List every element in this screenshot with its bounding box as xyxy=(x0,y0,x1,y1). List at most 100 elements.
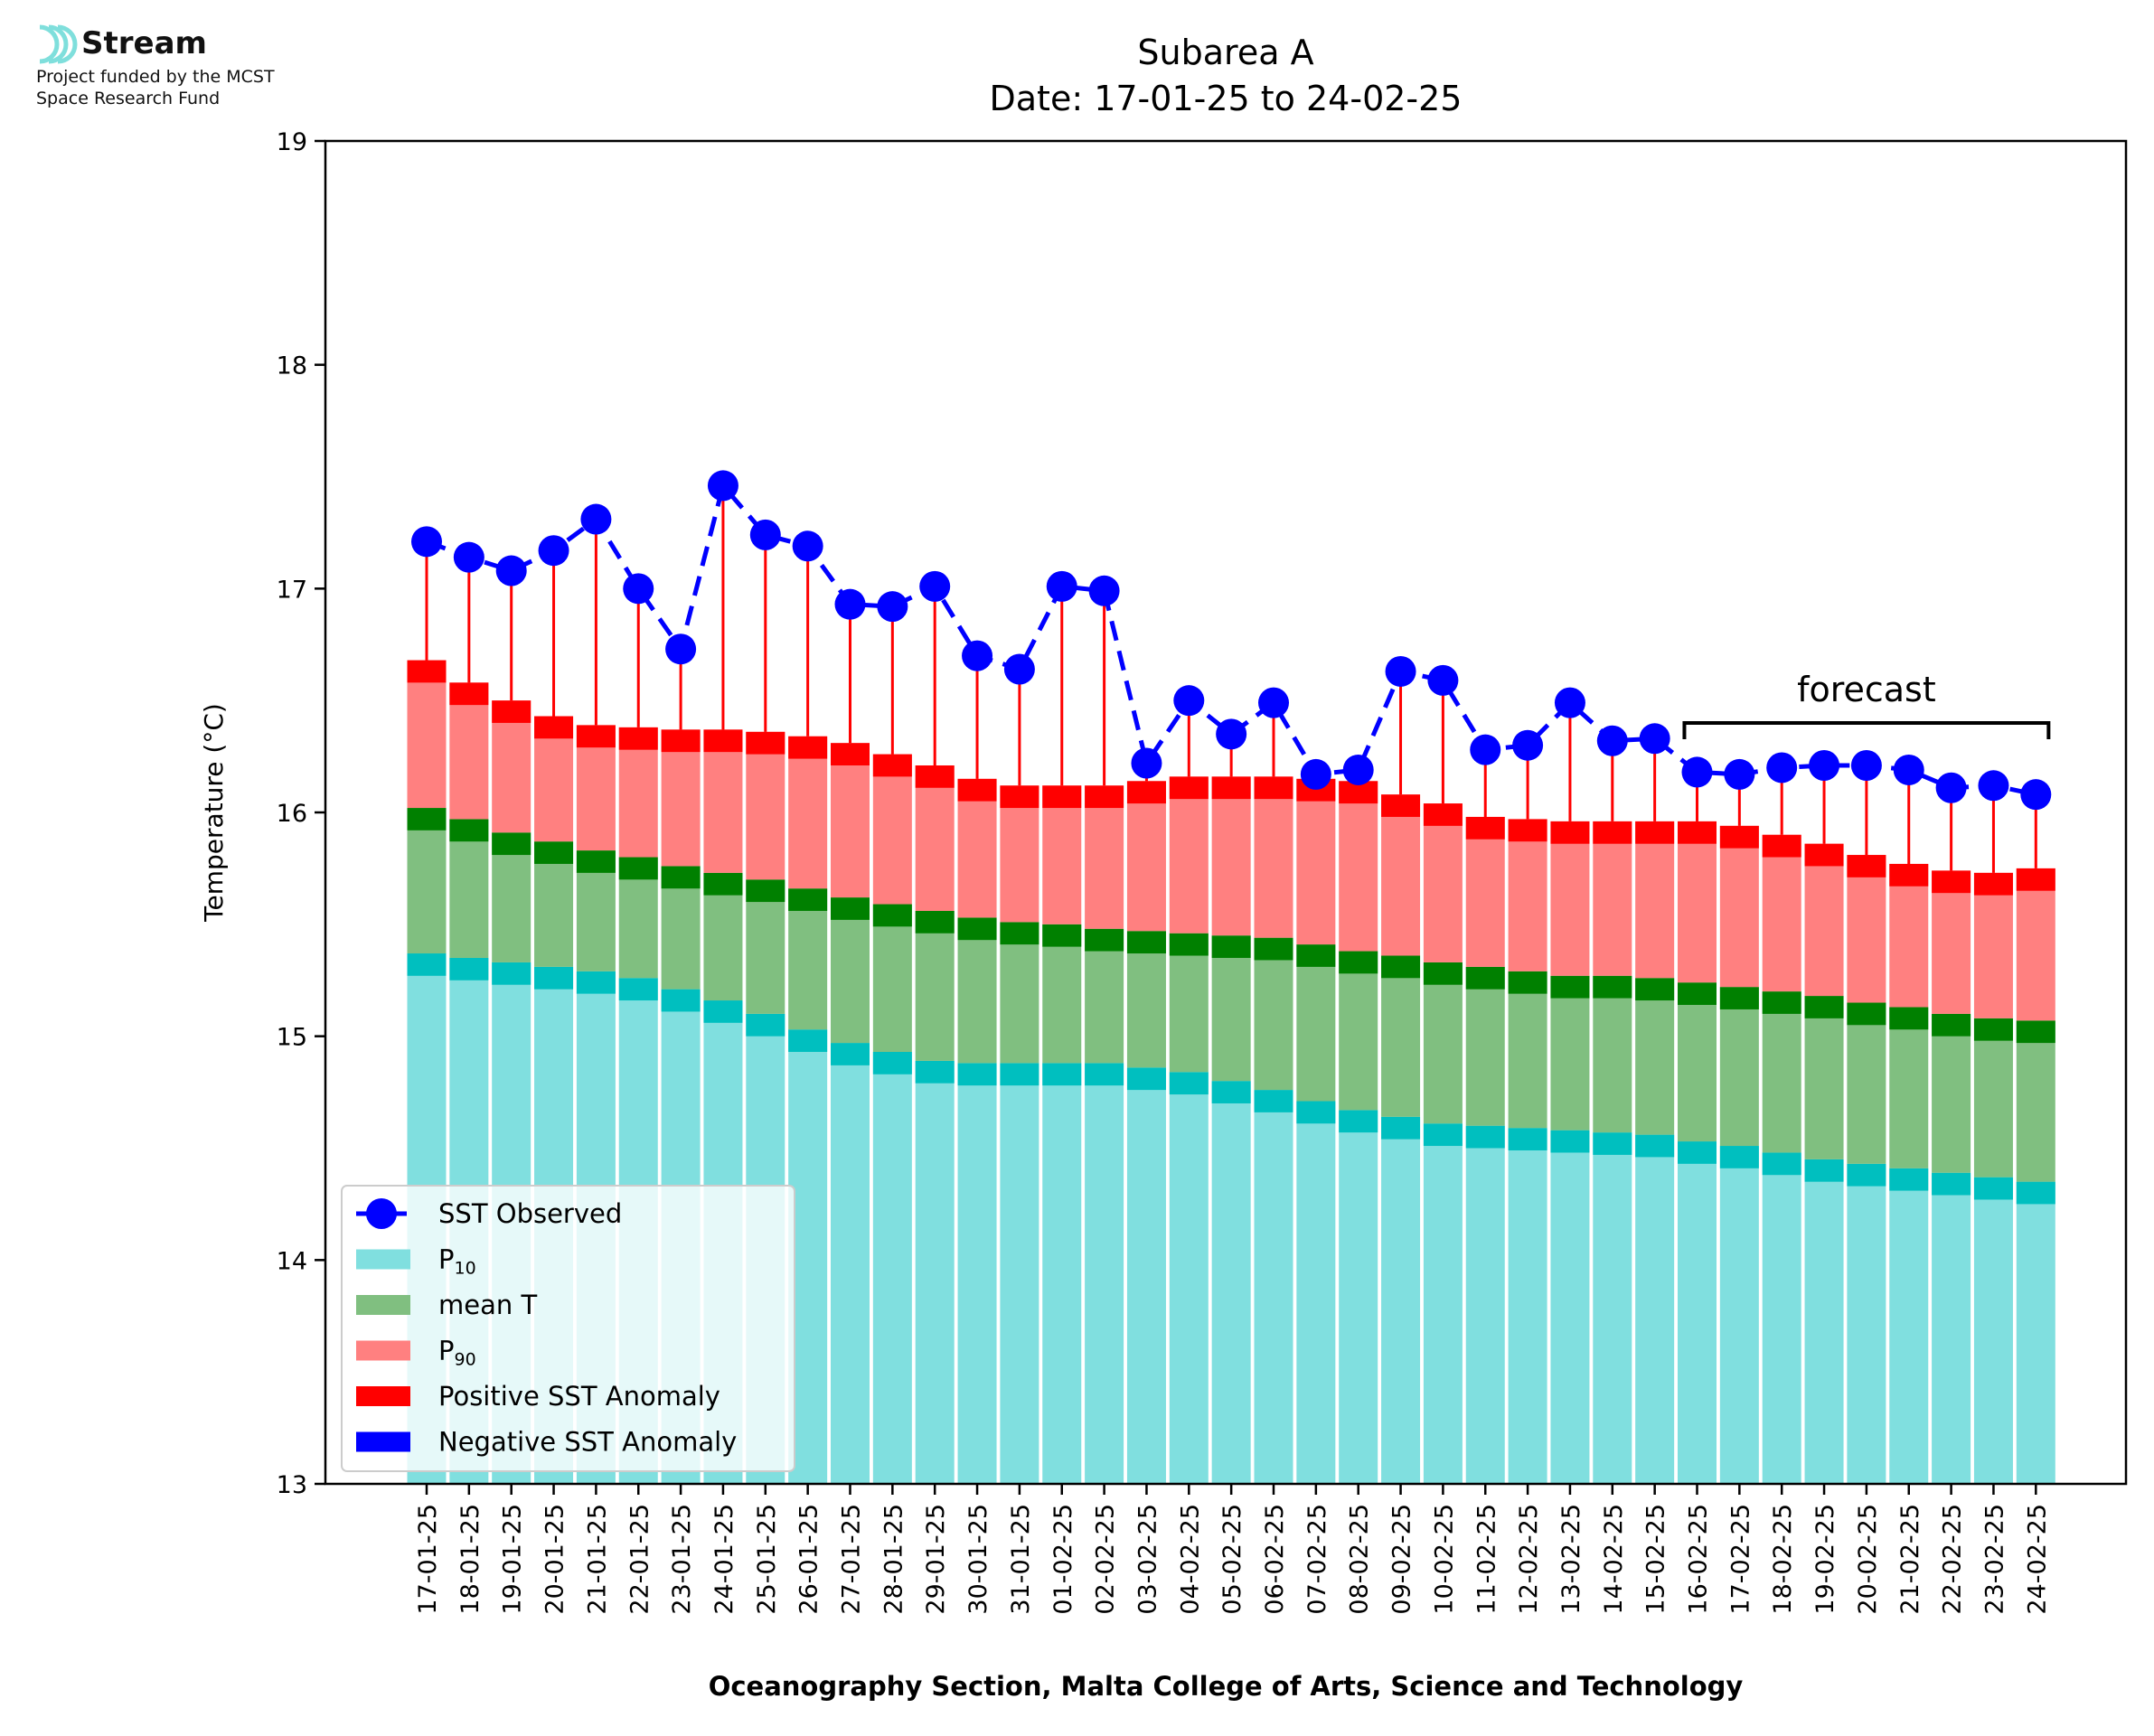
sst-observed-point xyxy=(834,588,866,620)
mean-t-bar xyxy=(1804,996,1844,1159)
x-tick-label: 18-01-25 xyxy=(456,1504,484,1615)
mean-t-bar xyxy=(1550,975,1590,1131)
mean-t-bar xyxy=(1847,1002,1886,1164)
p10-bar xyxy=(1593,1132,1632,1484)
p10-band xyxy=(788,1029,828,1053)
p90-band xyxy=(1085,785,1124,809)
x-tick-label: 21-02-25 xyxy=(1896,1504,1924,1615)
p90-bar xyxy=(1339,781,1378,952)
p90-band xyxy=(492,700,531,723)
p90-bar xyxy=(1296,778,1336,945)
x-tick-label: 25-01-25 xyxy=(753,1504,781,1615)
x-tick-label: 22-02-25 xyxy=(1939,1504,1967,1615)
x-axis-label: Oceanography Section, Malta College of A… xyxy=(709,1671,1744,1702)
p10-bar xyxy=(872,1052,912,1484)
mean-t-bar xyxy=(1254,937,1293,1091)
mean-t-bar xyxy=(1762,991,1801,1153)
p10-band xyxy=(831,1043,870,1065)
x-tick-label: 24-01-25 xyxy=(710,1504,738,1615)
p10-band xyxy=(576,971,616,994)
p90-bar xyxy=(1719,825,1759,988)
p10-band xyxy=(1126,1067,1166,1091)
x-tick-label: 13-02-25 xyxy=(1557,1504,1585,1615)
x-tick-label: 18-02-25 xyxy=(1769,1504,1797,1615)
p10-bar xyxy=(1423,1123,1463,1484)
p10-band xyxy=(1085,1063,1124,1086)
sst-observed-point xyxy=(1639,723,1670,755)
p10-band xyxy=(1678,1141,1717,1164)
p90-band xyxy=(2016,868,2055,891)
x-tick-label: 19-01-25 xyxy=(499,1504,527,1615)
mean-t-band xyxy=(2016,1020,2055,1044)
mean-t-band xyxy=(1593,975,1632,999)
mean-t-bar xyxy=(1593,975,1632,1133)
x-tick-label: 30-01-25 xyxy=(964,1504,992,1615)
mean-t-band xyxy=(1042,924,1082,947)
p90-band xyxy=(831,743,870,765)
forecast-label: forecast xyxy=(1797,670,1936,709)
mean-t-band xyxy=(1381,955,1421,979)
p90-band xyxy=(1042,785,1082,809)
y-tick-label: 18 xyxy=(277,352,307,380)
x-tick-label: 07-02-25 xyxy=(1303,1504,1331,1615)
x-tick-label: 02-02-25 xyxy=(1092,1504,1120,1615)
mean-t-band xyxy=(618,857,658,880)
mean-t-band xyxy=(1339,951,1378,974)
x-tick-label: 19-02-25 xyxy=(1811,1504,1839,1615)
mean-t-band xyxy=(1211,935,1251,958)
p90-bar xyxy=(746,731,785,880)
forecast-bracket xyxy=(1682,721,2051,739)
p90-band xyxy=(449,682,489,706)
mean-t-bar xyxy=(831,897,870,1044)
p10-bar xyxy=(1635,1134,1675,1484)
sst-observed-point xyxy=(877,591,908,623)
legend-item: Negative SST Anomaly xyxy=(356,1427,737,1458)
p10-bar xyxy=(1804,1159,1844,1484)
p10-band xyxy=(957,1063,997,1086)
mean-t-bar xyxy=(1296,944,1336,1102)
legend-label: Positive SST Anomaly xyxy=(438,1381,720,1412)
legend-swatch xyxy=(356,1431,410,1452)
mean-t-band xyxy=(1932,1013,1971,1037)
sst-observed-point xyxy=(1512,729,1544,761)
p90-bar xyxy=(1550,821,1590,976)
sst-observed-point xyxy=(1470,734,1501,765)
mean-t-band xyxy=(703,872,743,896)
p90-band xyxy=(1593,821,1632,844)
x-tick-label: 17-02-25 xyxy=(1726,1504,1754,1615)
mean-t-bar xyxy=(2016,1020,2055,1182)
sst-observed-point xyxy=(1596,725,1628,756)
p10-band xyxy=(1169,1072,1209,1095)
sst-observed-point xyxy=(1046,570,1077,602)
sst-observed-point xyxy=(453,541,484,573)
sst-observed-point xyxy=(495,555,527,586)
p10-bar xyxy=(1296,1101,1336,1484)
mean-t-band xyxy=(1719,987,1759,1009)
p90-bar xyxy=(661,729,701,867)
p10-bar xyxy=(1719,1146,1759,1484)
p10-bar xyxy=(1678,1141,1717,1484)
p90-band xyxy=(1000,785,1039,809)
sst-observed-point xyxy=(792,530,823,562)
mean-t-band xyxy=(1296,944,1336,967)
p10-bar xyxy=(1550,1130,1590,1484)
p90-band xyxy=(661,729,701,753)
mean-t-bar xyxy=(1339,951,1378,1111)
p10-band xyxy=(1635,1134,1675,1158)
mean-t-band xyxy=(1678,982,1717,1005)
p10-bar xyxy=(915,1060,955,1484)
mean-t-band xyxy=(915,910,955,934)
x-tick-label: 14-02-25 xyxy=(1600,1504,1628,1615)
p90-bar xyxy=(2016,868,2055,1021)
p90-bar xyxy=(1000,785,1039,923)
p90-bar xyxy=(1973,872,2013,1018)
y-tick-label: 15 xyxy=(277,1024,307,1052)
p90-bar xyxy=(1085,785,1124,929)
p90-band xyxy=(872,754,912,777)
legend-swatch xyxy=(356,1295,410,1315)
p90-bar xyxy=(1465,816,1505,967)
p10-band xyxy=(1932,1172,1971,1196)
p10-band xyxy=(872,1052,912,1074)
p10-bar xyxy=(831,1043,870,1484)
